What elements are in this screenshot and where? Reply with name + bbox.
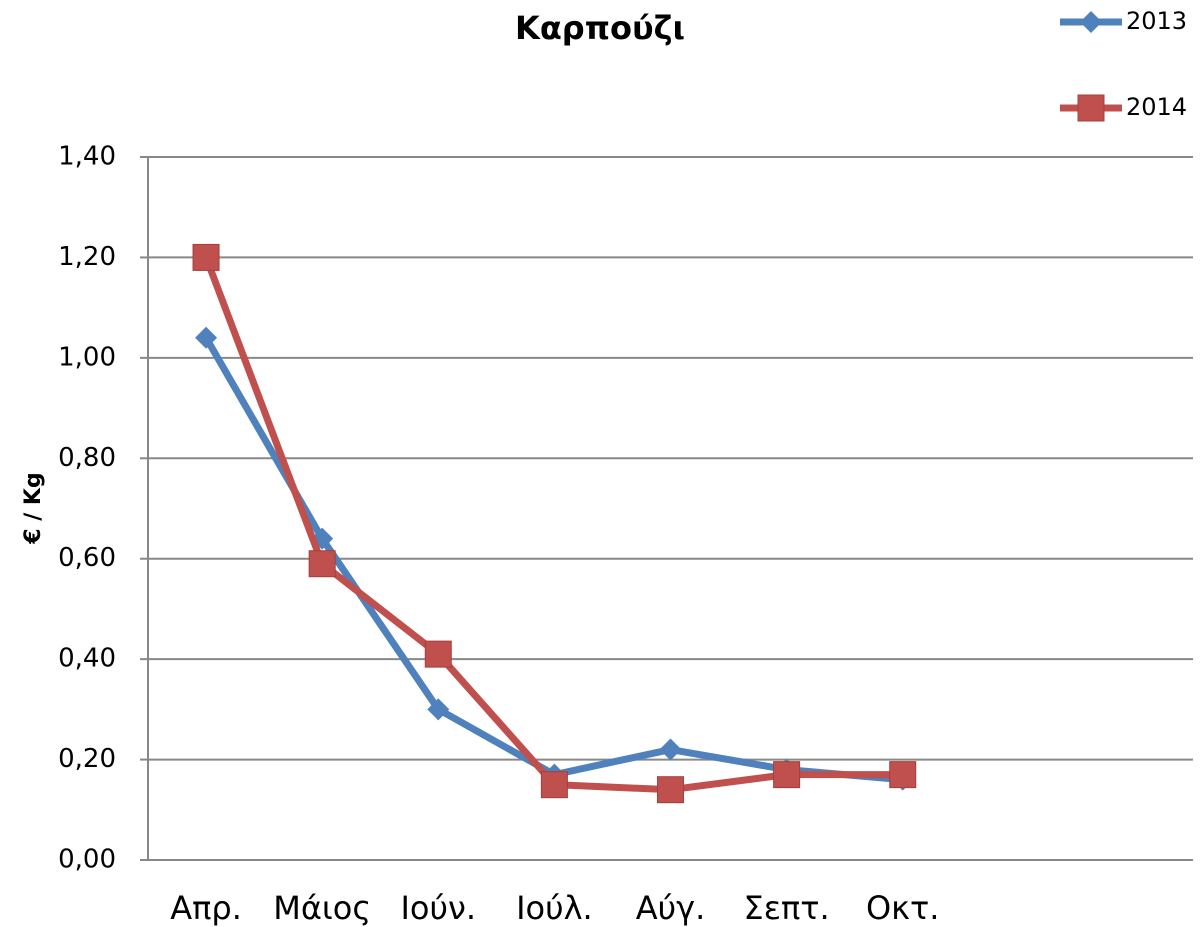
- series-line: [202, 256, 903, 794]
- y-tick-label: 0,60: [58, 543, 116, 573]
- marker: [1077, 94, 1105, 122]
- y-tick-label: 1,00: [58, 342, 116, 372]
- y-tick-label: 0,40: [58, 644, 116, 674]
- marker: [424, 640, 452, 668]
- x-tick-label: Ιούλ.: [516, 889, 593, 927]
- y-tick-label: 1,20: [58, 242, 116, 272]
- y-axis-title: € / Kg: [21, 472, 46, 544]
- marker: [195, 326, 218, 349]
- y-tick-label: 1,40: [58, 142, 116, 172]
- legend-label: 2014: [1126, 93, 1187, 121]
- y-tick-label: 0,00: [58, 845, 116, 875]
- x-tick-label: Μάιος: [273, 889, 371, 927]
- marker: [192, 243, 220, 271]
- marker: [889, 761, 917, 789]
- marker: [308, 550, 336, 578]
- x-tick-label: Οκτ.: [866, 889, 939, 927]
- x-tick-label: Αύγ.: [636, 889, 706, 927]
- marker: [657, 776, 684, 804]
- y-tick-label: 0,20: [58, 744, 116, 774]
- x-tick-label: Σεπτ.: [744, 889, 830, 927]
- x-tick-label: Ιούν.: [400, 889, 476, 927]
- y-tick-label: 0,80: [58, 443, 116, 473]
- marker: [773, 761, 801, 789]
- marker: [659, 738, 682, 761]
- marker: [427, 698, 450, 721]
- chart-title: Καρπούζι: [515, 9, 685, 47]
- legend-label: 2013: [1126, 7, 1187, 35]
- x-tick-label: Απρ.: [170, 889, 242, 927]
- marker: [1080, 11, 1102, 33]
- marker: [540, 771, 568, 799]
